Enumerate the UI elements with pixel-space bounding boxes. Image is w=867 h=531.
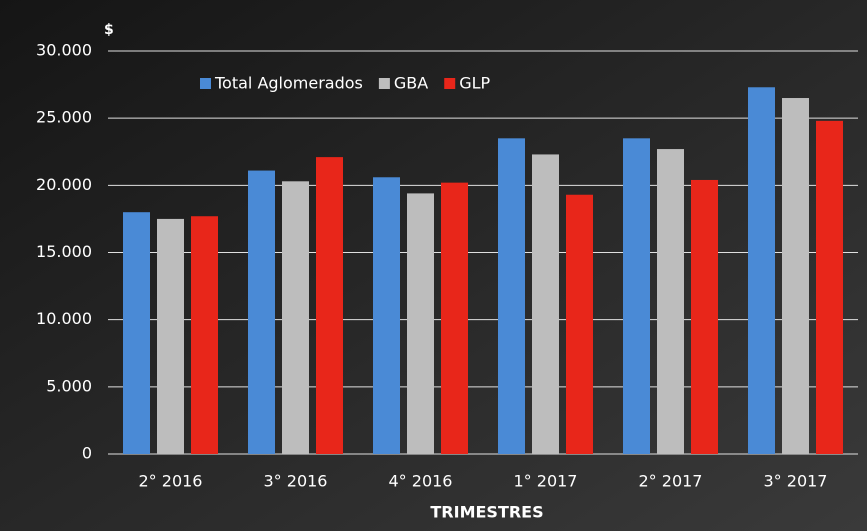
bar	[441, 182, 468, 454]
x-tick-label: 4° 2016	[389, 472, 453, 491]
legend-swatch	[378, 78, 390, 89]
legend-label: GLP	[459, 74, 490, 93]
y-axis-label: $	[104, 22, 114, 38]
x-tick-label: 1° 2017	[514, 472, 578, 491]
bar	[748, 87, 775, 455]
x-tick-label: 2° 2017	[639, 472, 703, 491]
bar	[532, 154, 559, 455]
x-tick-label: 3° 2017	[764, 472, 828, 491]
bar	[191, 216, 218, 454]
bar	[407, 193, 434, 455]
y-tick-label: 0	[82, 444, 92, 463]
legend-swatch	[200, 78, 211, 89]
x-axis-label: TRIMESTRES	[430, 503, 543, 522]
y-tick-label: 10.000	[36, 309, 92, 328]
y-tick-label: 20.000	[36, 175, 92, 194]
bar	[657, 149, 684, 454]
bar	[248, 170, 275, 454]
y-tick-label: 15.000	[36, 242, 92, 261]
y-tick-label: 30.000	[36, 41, 92, 60]
bar	[498, 138, 525, 455]
legend-swatch	[444, 78, 456, 89]
bar	[623, 138, 650, 455]
x-tick-label: 2° 2016	[139, 472, 203, 491]
bar	[157, 218, 184, 454]
x-tick-label: 3° 2016	[264, 472, 328, 491]
bar	[782, 98, 809, 455]
bar	[566, 194, 593, 454]
legend-label: Total Aglomerados	[214, 74, 363, 93]
y-tick-label: 5.000	[46, 376, 92, 395]
bar	[282, 181, 309, 454]
bar	[691, 179, 718, 454]
bar	[316, 157, 343, 454]
bar	[373, 177, 400, 455]
bar	[816, 120, 843, 454]
y-tick-label: 25.000	[36, 108, 92, 127]
bar	[123, 212, 150, 454]
legend-label: GBA	[394, 74, 428, 93]
